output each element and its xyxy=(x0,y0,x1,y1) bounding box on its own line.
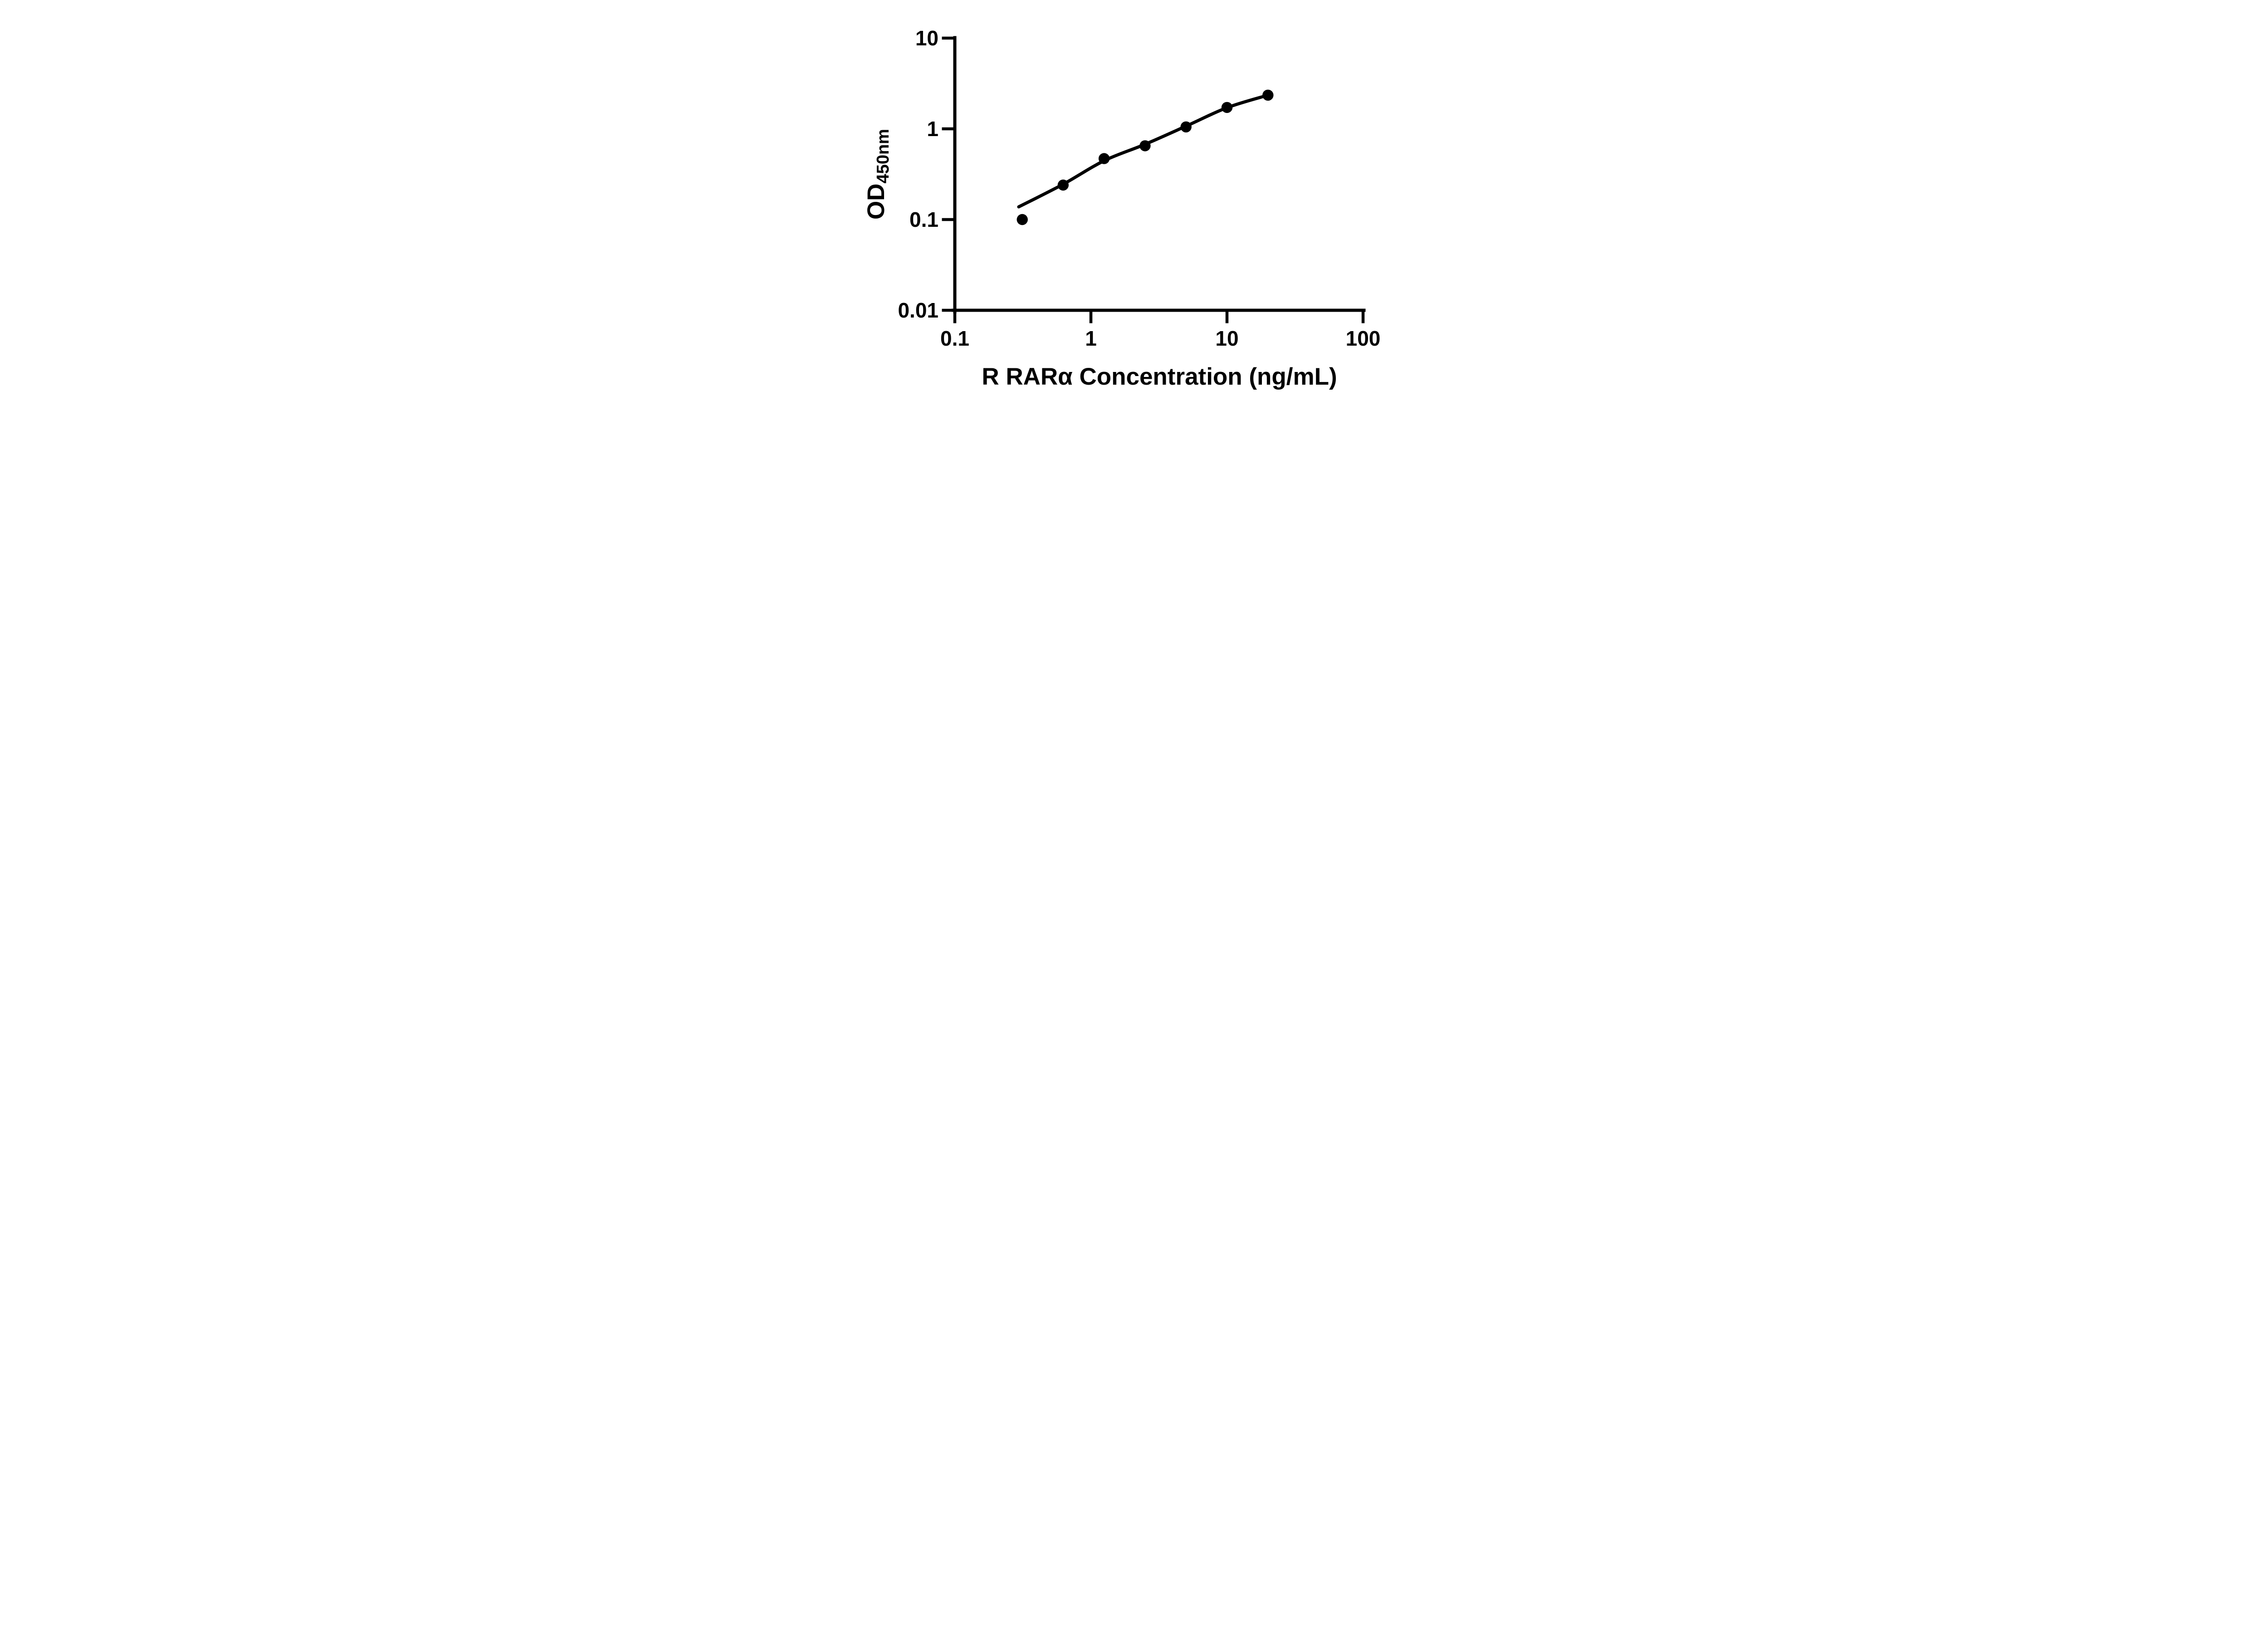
x-tick-label: 10 xyxy=(1215,327,1238,350)
y-tick-label: 0.01 xyxy=(898,298,938,322)
data-point xyxy=(1262,89,1274,101)
data-point xyxy=(1098,153,1110,164)
y-tick-label: 1 xyxy=(927,117,938,141)
y-axis-title-main: OD xyxy=(863,183,890,220)
y-tick-label: 0.1 xyxy=(909,208,938,231)
data-point xyxy=(1221,102,1233,113)
x-tick-label: 0.1 xyxy=(940,327,969,350)
axes-group xyxy=(952,36,1366,313)
data-points-group xyxy=(1017,89,1274,225)
x-tick-label: 100 xyxy=(1346,327,1381,350)
data-point xyxy=(1017,214,1028,225)
data-point xyxy=(1057,179,1069,191)
y-tick-label: 10 xyxy=(915,26,938,50)
data-point xyxy=(1180,121,1192,132)
x-tick-label: 1 xyxy=(1085,327,1097,350)
y-axis-title: OD450nm xyxy=(863,129,893,220)
y-axis-title-subscript: 450nm xyxy=(874,129,893,183)
data-point xyxy=(1139,140,1151,152)
x-axis-title: R RARα Concentration (ng/mL) xyxy=(982,363,1337,390)
ticks-group xyxy=(942,36,1365,323)
figure-canvas: 0.1 1 10 100 10 1 0.1 0.01 R RARα Concentration… xyxy=(842,0,1426,408)
